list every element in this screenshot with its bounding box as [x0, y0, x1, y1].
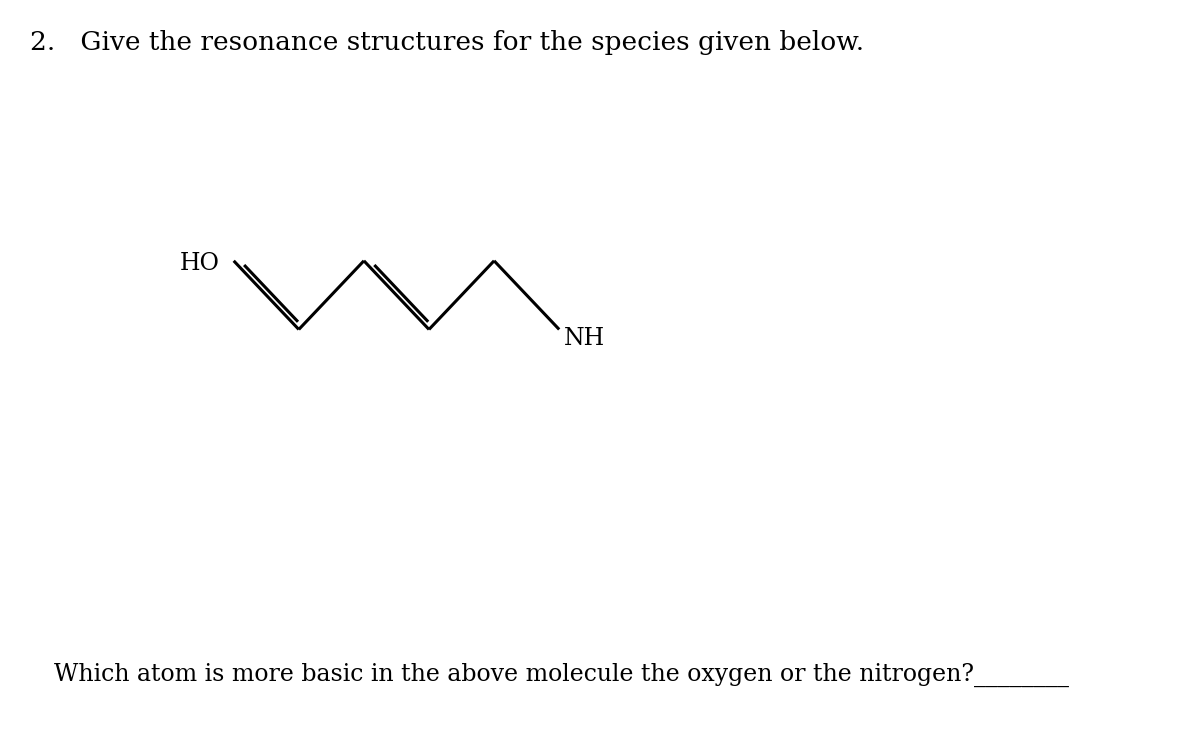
Text: Which atom is more basic in the above molecule the oxygen or the nitrogen?______: Which atom is more basic in the above mo… [54, 663, 1069, 687]
Text: HO: HO [180, 252, 220, 275]
Text: NH: NH [564, 326, 605, 349]
Text: 2.   Give the resonance structures for the species given below.: 2. Give the resonance structures for the… [30, 30, 864, 55]
